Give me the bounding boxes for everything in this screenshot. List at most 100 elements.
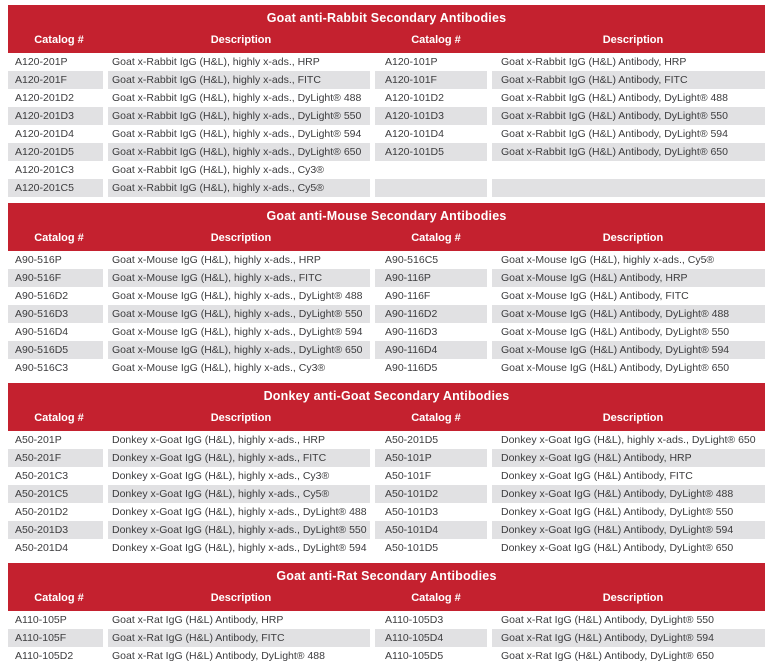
catalog-number-cell xyxy=(375,179,487,197)
column-header-catalog-left: Catalog # xyxy=(34,412,84,424)
description-cell: Goat x-Rat IgG (H&L) Antibody, FITC xyxy=(108,629,370,647)
description-cell: Goat x-Mouse IgG (H&L), highly x-ads., D… xyxy=(108,341,370,359)
table-row: A50-201C5 Donkey x-Goat IgG (H&L), highl… xyxy=(8,485,765,503)
catalog-number-cell: A50-201D3 xyxy=(8,521,103,539)
section-title: Goat anti-Rabbit Secondary Antibodies xyxy=(266,11,507,25)
catalog-number-cell: A90-516D2 xyxy=(8,287,103,305)
description-cell: Goat x-Mouse IgG (H&L), highly x-ads., D… xyxy=(108,305,370,323)
column-header-catalog-right: Catalog # xyxy=(411,232,461,244)
table-row: A110-105D2 Goat x-Rat IgG (H&L) Antibody… xyxy=(8,647,765,665)
table-row: A90-516D5 Goat x-Mouse IgG (H&L), highly… xyxy=(8,341,765,359)
catalog-number-cell: A120-101F xyxy=(375,71,487,89)
catalog-number-cell: A50-101F xyxy=(375,467,487,485)
table-row: A120-201D4 Goat x-Rabbit IgG (H&L), high… xyxy=(8,125,765,143)
table-row: A120-201D2 Goat x-Rabbit IgG (H&L), high… xyxy=(8,89,765,107)
catalog-number-cell: A120-201D2 xyxy=(8,89,103,107)
catalog-number-cell: A50-101D2 xyxy=(375,485,487,503)
description-cell: Goat x-Mouse IgG (H&L), highly x-ads., F… xyxy=(108,269,370,287)
catalog-number-cell: A90-516D4 xyxy=(8,323,103,341)
description-cell: Goat x-Rabbit IgG (H&L), highly x-ads., … xyxy=(108,71,370,89)
description-cell: Donkey x-Goat IgG (H&L) Antibody, DyLigh… xyxy=(492,539,765,557)
column-header-description-left: Description xyxy=(210,34,272,46)
description-cell: Goat x-Mouse IgG (H&L) Antibody, DyLight… xyxy=(492,359,765,377)
catalog-number-cell: A90-116D3 xyxy=(375,323,487,341)
catalog-number-cell: A120-201D5 xyxy=(8,143,103,161)
table-row: A110-105P Goat x-Rat IgG (H&L) Antibody,… xyxy=(8,611,765,629)
antibody-section: Goat anti-Rabbit Secondary Antibodies Ca… xyxy=(8,5,765,197)
catalog-number-cell: A50-201C5 xyxy=(8,485,103,503)
description-cell: Goat x-Rabbit IgG (H&L) Antibody, DyLigh… xyxy=(492,89,765,107)
table-row: A50-201F Donkey x-Goat IgG (H&L), highly… xyxy=(8,449,765,467)
description-cell: Donkey x-Goat IgG (H&L), highly x-ads., … xyxy=(108,503,370,521)
description-cell: Goat x-Mouse IgG (H&L), highly x-ads., C… xyxy=(108,359,370,377)
catalog-number-cell: A90-516C5 xyxy=(375,251,487,269)
description-cell: Goat x-Rabbit IgG (H&L), highly x-ads., … xyxy=(108,53,370,71)
catalog-number-cell: A120-101P xyxy=(375,53,487,71)
catalog-number-cell: A50-201D5 xyxy=(375,431,487,449)
catalog-number-cell: A120-201F xyxy=(8,71,103,89)
table-row: A120-201F Goat x-Rabbit IgG (H&L), highl… xyxy=(8,71,765,89)
section-rows: A120-201P Goat x-Rabbit IgG (H&L), highl… xyxy=(8,53,765,197)
description-cell: Goat x-Rabbit IgG (H&L) Antibody, DyLigh… xyxy=(492,107,765,125)
column-header-row: Catalog # Description Catalog # Descript… xyxy=(8,30,765,53)
catalog-number-cell: A50-201D4 xyxy=(8,539,103,557)
table-row: A120-201C3 Goat x-Rabbit IgG (H&L), high… xyxy=(8,161,765,179)
catalog-number-cell: A110-105D4 xyxy=(375,629,487,647)
description-cell: Goat x-Rabbit IgG (H&L), highly x-ads., … xyxy=(108,89,370,107)
description-cell: Donkey x-Goat IgG (H&L) Antibody, FITC xyxy=(492,467,765,485)
column-header-row: Catalog # Description Catalog # Descript… xyxy=(8,228,765,251)
column-header-description-right: Description xyxy=(602,592,664,604)
catalog-number-cell: A90-516D3 xyxy=(8,305,103,323)
description-cell: Goat x-Rabbit IgG (H&L) Antibody, HRP xyxy=(492,53,765,71)
column-header-catalog-right: Catalog # xyxy=(411,412,461,424)
catalog-number-cell: A120-101D4 xyxy=(375,125,487,143)
description-cell: Goat x-Mouse IgG (H&L), highly x-ads., C… xyxy=(492,251,765,269)
description-cell: Goat x-Mouse IgG (H&L), highly x-ads., D… xyxy=(108,323,370,341)
section-title: Goat anti-Mouse Secondary Antibodies xyxy=(266,209,507,223)
description-cell: Goat x-Mouse IgG (H&L) Antibody, DyLight… xyxy=(492,323,765,341)
catalog-number-cell: A50-201D2 xyxy=(8,503,103,521)
catalog-number-cell: A50-201P xyxy=(8,431,103,449)
column-header-description-left: Description xyxy=(210,232,272,244)
section-header-band: Donkey anti-Goat Secondary Antibodies Ca… xyxy=(8,383,765,431)
column-header-row: Catalog # Description Catalog # Descript… xyxy=(8,588,765,611)
description-cell: Goat x-Mouse IgG (H&L), highly x-ads., D… xyxy=(108,287,370,305)
table-row: A50-201D2 Donkey x-Goat IgG (H&L), highl… xyxy=(8,503,765,521)
description-cell: Donkey x-Goat IgG (H&L) Antibody, DyLigh… xyxy=(492,521,765,539)
table-row: A90-516F Goat x-Mouse IgG (H&L), highly … xyxy=(8,269,765,287)
table-row: A110-105F Goat x-Rat IgG (H&L) Antibody,… xyxy=(8,629,765,647)
catalog-number-cell: A90-116D5 xyxy=(375,359,487,377)
catalog-number-cell: A90-116P xyxy=(375,269,487,287)
catalog-number-cell: A90-116D4 xyxy=(375,341,487,359)
section-rows: A50-201P Donkey x-Goat IgG (H&L), highly… xyxy=(8,431,765,557)
catalog-number-cell: A50-101P xyxy=(375,449,487,467)
table-row: A120-201C5 Goat x-Rabbit IgG (H&L), high… xyxy=(8,179,765,197)
column-header-description-left: Description xyxy=(210,592,272,604)
catalog-number-cell: A120-101D3 xyxy=(375,107,487,125)
antibody-section: Goat anti-Rat Secondary Antibodies Catal… xyxy=(8,563,765,665)
section-rows: A90-516P Goat x-Mouse IgG (H&L), highly … xyxy=(8,251,765,377)
table-row: A50-201C3 Donkey x-Goat IgG (H&L), highl… xyxy=(8,467,765,485)
column-header-description-right: Description xyxy=(602,34,664,46)
description-cell: Donkey x-Goat IgG (H&L), highly x-ads., … xyxy=(108,449,370,467)
table-row: A90-516P Goat x-Mouse IgG (H&L), highly … xyxy=(8,251,765,269)
catalog-number-cell: A110-105D5 xyxy=(375,647,487,665)
table-row: A50-201D3 Donkey x-Goat IgG (H&L), highl… xyxy=(8,521,765,539)
catalog-number-cell: A120-201C3 xyxy=(8,161,103,179)
description-cell: Donkey x-Goat IgG (H&L), highly x-ads., … xyxy=(492,431,765,449)
table-row: A90-516D2 Goat x-Mouse IgG (H&L), highly… xyxy=(8,287,765,305)
section-title: Goat anti-Rat Secondary Antibodies xyxy=(276,569,497,583)
catalog-number-cell: A120-201D3 xyxy=(8,107,103,125)
description-cell: Donkey x-Goat IgG (H&L), highly x-ads., … xyxy=(108,467,370,485)
catalog-number-cell: A50-201F xyxy=(8,449,103,467)
catalog-number-cell: A120-201P xyxy=(8,53,103,71)
description-cell: Donkey x-Goat IgG (H&L) Antibody, DyLigh… xyxy=(492,503,765,521)
description-cell: Goat x-Mouse IgG (H&L) Antibody, HRP xyxy=(492,269,765,287)
description-cell: Goat x-Rabbit IgG (H&L), highly x-ads., … xyxy=(108,179,370,197)
description-cell: Goat x-Rat IgG (H&L) Antibody, DyLight® … xyxy=(492,611,765,629)
catalog-number-cell: A50-101D4 xyxy=(375,521,487,539)
table-row: A90-516D3 Goat x-Mouse IgG (H&L), highly… xyxy=(8,305,765,323)
column-header-catalog-right: Catalog # xyxy=(411,34,461,46)
catalog-number-cell: A90-516F xyxy=(8,269,103,287)
